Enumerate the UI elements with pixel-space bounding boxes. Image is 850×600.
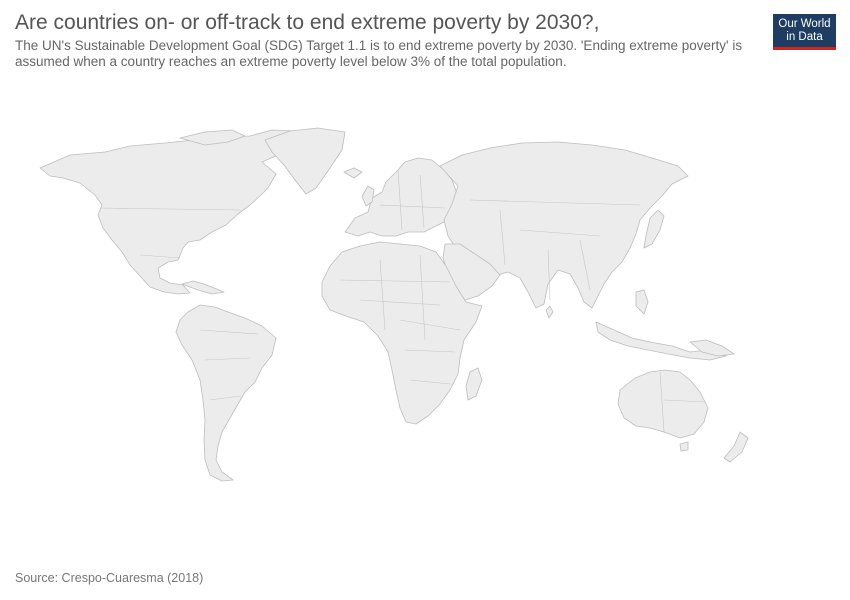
new-zealand[interactable]	[723, 431, 749, 463]
sri-lanka[interactable]	[545, 305, 554, 319]
arctic-islands[interactable]	[179, 129, 246, 146]
south-america[interactable]	[175, 304, 277, 482]
owid-logo[interactable]: Our World in Data	[773, 14, 836, 50]
iceland[interactable]	[343, 167, 363, 179]
new-guinea[interactable]	[689, 339, 735, 357]
chart-header: Are countries on- or off-track to end ex…	[15, 10, 745, 70]
japan[interactable]	[643, 209, 665, 249]
africa[interactable]	[321, 241, 483, 425]
madagascar[interactable]	[465, 367, 483, 401]
europe[interactable]	[344, 157, 459, 237]
logo-line-1: Our World	[778, 18, 831, 30]
logo-line-2: in Data	[786, 31, 823, 43]
greenland[interactable]	[264, 127, 346, 195]
chart-subtitle: The UN's Sustainable Development Goal (S…	[15, 38, 743, 69]
chart-title: Are countries on- or off-track to end ex…	[15, 11, 600, 34]
north-america[interactable]	[39, 129, 304, 295]
southeast-asia-islands[interactable]	[595, 321, 727, 361]
british-isles[interactable]	[361, 185, 375, 207]
source-note: Source: Crespo-Cuaresma (2018)	[15, 571, 204, 585]
caribbean-islands[interactable]	[181, 280, 225, 295]
country-borders	[99, 169, 707, 433]
philippines[interactable]	[635, 289, 649, 315]
australia[interactable]	[617, 369, 709, 439]
tasmania[interactable]	[679, 441, 689, 452]
